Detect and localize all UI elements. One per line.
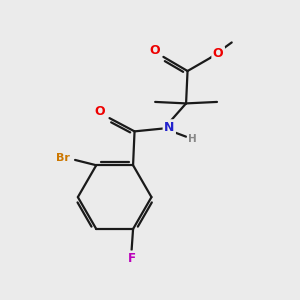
Text: O: O (95, 105, 105, 118)
Text: N: N (164, 121, 175, 134)
Text: F: F (128, 252, 136, 265)
Text: H: H (188, 134, 197, 144)
Text: O: O (149, 44, 160, 57)
Text: Br: Br (56, 154, 70, 164)
Text: O: O (213, 47, 224, 60)
